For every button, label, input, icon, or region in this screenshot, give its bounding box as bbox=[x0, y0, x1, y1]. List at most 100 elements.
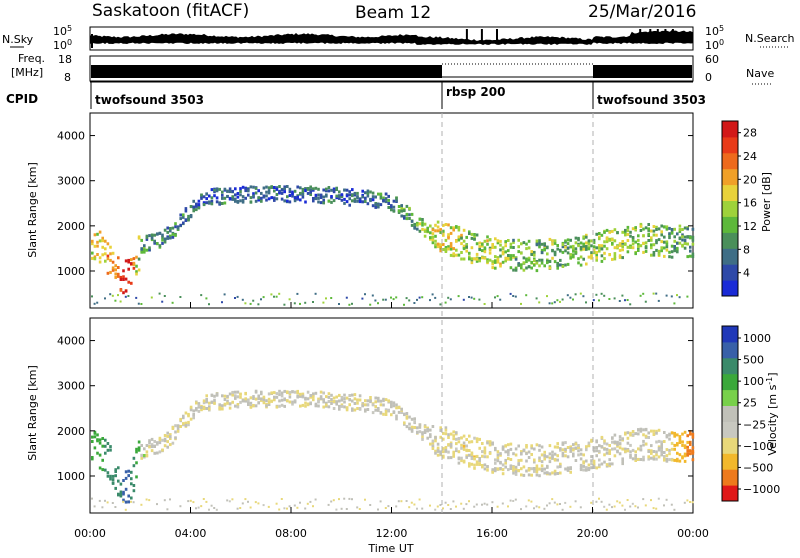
ground-scatter-cell bbox=[223, 293, 226, 296]
scatter-cell bbox=[681, 443, 684, 447]
scatter-cell bbox=[621, 241, 624, 245]
scatter-cell bbox=[332, 407, 336, 410]
scatter-cell bbox=[540, 453, 544, 457]
scatter-cell bbox=[215, 189, 219, 193]
scatter-cell bbox=[231, 400, 234, 404]
scatter-cell bbox=[514, 468, 518, 472]
scatter-cell bbox=[652, 253, 656, 257]
scatter-cell bbox=[590, 462, 593, 466]
ground-scatter-cell bbox=[595, 500, 598, 503]
scatter-cell bbox=[608, 444, 611, 447]
scatter-cell bbox=[117, 466, 120, 470]
scatter-cell bbox=[673, 431, 676, 435]
ground-scatter-cell bbox=[338, 303, 340, 305]
scatter-cell bbox=[169, 227, 172, 230]
scatter-cell bbox=[247, 189, 250, 193]
scatter-cell bbox=[660, 246, 663, 250]
scatter-cell bbox=[158, 438, 162, 442]
scatter-cell bbox=[631, 227, 635, 231]
scatter-cell bbox=[673, 458, 676, 462]
scatter-cell bbox=[117, 272, 120, 276]
ground-scatter-cell bbox=[400, 500, 403, 503]
scatter-cell bbox=[631, 238, 635, 242]
scatter-cell bbox=[483, 467, 487, 471]
scatter-cell bbox=[530, 467, 533, 471]
scatter-cell bbox=[275, 186, 279, 190]
scatter-cell bbox=[566, 262, 570, 266]
scatter-cell bbox=[504, 259, 507, 263]
ground-scatter-cell bbox=[304, 301, 307, 304]
scatter-cell bbox=[163, 434, 167, 437]
scatter-cell bbox=[150, 437, 154, 441]
ground-scatter-cell bbox=[312, 505, 314, 508]
scatter-cell bbox=[273, 189, 276, 193]
ground-scatter-cell bbox=[200, 505, 203, 508]
scatter-cell bbox=[644, 428, 648, 432]
scatter-cell bbox=[559, 471, 562, 475]
scatter-cell bbox=[564, 239, 567, 243]
ground-scatter-cell bbox=[371, 294, 374, 297]
scatter-cell bbox=[421, 223, 424, 227]
scatter-cell bbox=[135, 450, 138, 454]
scatter-cell bbox=[431, 445, 435, 449]
scatter-cell bbox=[218, 403, 221, 407]
scatter-cell bbox=[161, 438, 164, 442]
scatter-cell bbox=[327, 395, 331, 399]
scatter-cell bbox=[644, 442, 648, 446]
scatter-cell bbox=[208, 201, 211, 205]
scatter-cell bbox=[260, 191, 263, 195]
scatter-cell bbox=[494, 446, 497, 450]
scatter-cell bbox=[460, 236, 463, 240]
scatter-cell bbox=[647, 457, 650, 461]
ground-scatter-cell bbox=[512, 295, 515, 297]
scatter-cell bbox=[673, 235, 676, 239]
scatter-cell bbox=[416, 430, 419, 434]
scatter-cell bbox=[569, 466, 572, 470]
ground-scatter-cell bbox=[249, 302, 252, 305]
scatter-cell bbox=[210, 393, 214, 397]
scatter-cell bbox=[546, 252, 549, 256]
scatter-cell bbox=[395, 417, 398, 421]
scatter-cell bbox=[228, 392, 232, 396]
scatter-cell bbox=[473, 233, 476, 236]
scatter-cell bbox=[527, 468, 531, 472]
scatter-cell bbox=[670, 255, 674, 259]
scatter-cell bbox=[338, 407, 341, 411]
scatter-cell bbox=[574, 250, 578, 254]
scatter-cell bbox=[340, 193, 344, 197]
scatter-cell bbox=[197, 199, 201, 203]
scatter-cell bbox=[525, 445, 528, 449]
scatter-cell bbox=[572, 454, 575, 458]
scatter-cell bbox=[197, 206, 201, 210]
scatter-cell bbox=[309, 188, 312, 192]
ground-scatter-cell bbox=[590, 501, 593, 504]
ground-scatter-cell bbox=[683, 501, 686, 504]
scatter-cell bbox=[663, 455, 666, 458]
scatter-cell bbox=[642, 227, 645, 231]
scatter-cell bbox=[527, 265, 531, 269]
scatter-cell bbox=[226, 394, 229, 398]
scatter-cell bbox=[457, 450, 461, 454]
scatter-cell bbox=[187, 423, 190, 427]
scatter-cell bbox=[514, 268, 518, 272]
scatter-cell bbox=[527, 256, 531, 260]
scatter-cell bbox=[444, 428, 448, 432]
scatter-cell bbox=[478, 245, 481, 249]
scatter-cell bbox=[421, 227, 424, 231]
scatter-cell bbox=[530, 473, 533, 477]
scatter-cell bbox=[221, 404, 224, 408]
scatter-cell bbox=[647, 239, 650, 242]
scatter-cell bbox=[540, 464, 544, 468]
scatter-cell bbox=[140, 238, 143, 242]
scatter-cell bbox=[663, 235, 666, 239]
scatter-cell bbox=[621, 240, 624, 243]
scatter-cell bbox=[119, 490, 123, 494]
scatter-cell bbox=[106, 448, 110, 452]
scatter-cell bbox=[369, 190, 372, 194]
scatter-cell bbox=[683, 239, 687, 242]
scatter-cell bbox=[213, 194, 216, 198]
scatter-cell bbox=[483, 446, 487, 450]
scatter-cell bbox=[416, 426, 419, 430]
scatter-cell bbox=[483, 463, 487, 467]
y-tick-label: 4000 bbox=[57, 130, 85, 143]
